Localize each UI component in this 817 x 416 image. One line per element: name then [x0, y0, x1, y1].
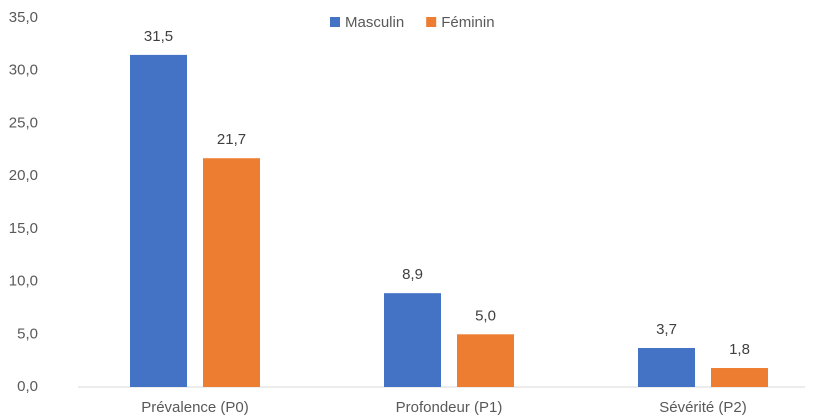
- y-tick-label: 25,0: [9, 114, 38, 131]
- legend-swatch: [330, 17, 340, 27]
- x-tick-label: Sévérité (P2): [659, 399, 747, 416]
- legend-swatch: [426, 17, 437, 27]
- bar: [203, 158, 260, 387]
- bar: [130, 54, 187, 388]
- data-label: 8,9: [402, 266, 423, 283]
- bar: [711, 368, 768, 387]
- y-tick-label: 35,0: [9, 9, 38, 26]
- data-label: 1,8: [729, 341, 750, 358]
- y-tick-label: 15,0: [9, 220, 38, 237]
- legend-label: Masculin: [345, 14, 404, 31]
- data-label: 31,5: [144, 28, 173, 45]
- data-label: 5,0: [475, 307, 496, 324]
- y-tick-label: 0,0: [17, 378, 38, 395]
- y-tick-label: 20,0: [9, 167, 38, 184]
- bar: [384, 293, 441, 387]
- bar: [457, 334, 514, 387]
- y-tick-label: 5,0: [17, 325, 38, 342]
- bar: [638, 347, 695, 387]
- x-tick-label: Profondeur (P1): [396, 399, 503, 416]
- y-tick-label: 30,0: [9, 62, 38, 79]
- data-label: 21,7: [217, 131, 246, 148]
- legend-label: Féminin: [441, 14, 494, 31]
- data-label: 3,7: [656, 321, 677, 338]
- x-tick-label: Prévalence (P0): [141, 399, 249, 416]
- y-tick-label: 10,0: [9, 273, 38, 290]
